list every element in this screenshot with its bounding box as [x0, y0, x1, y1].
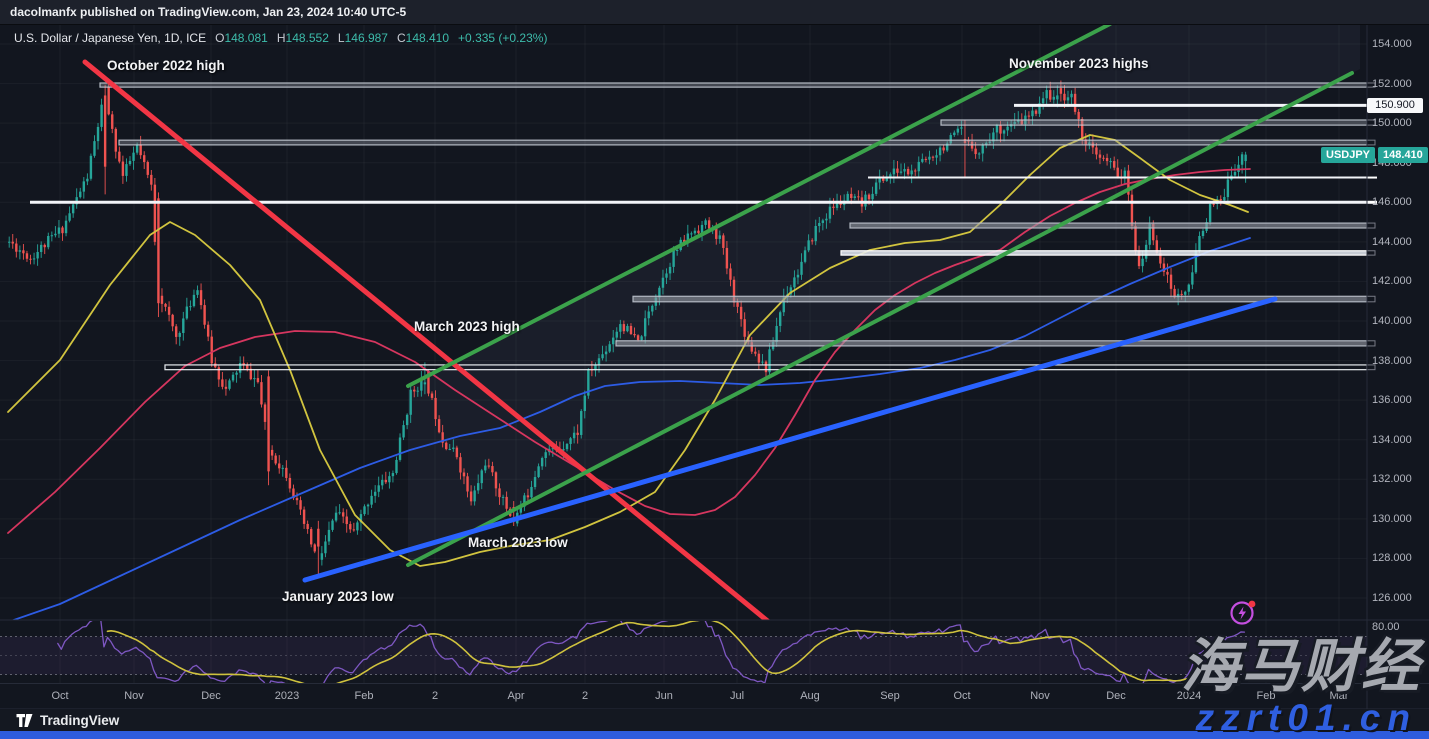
- price-axis-label: 142.000: [1372, 275, 1412, 288]
- close-label: C: [396, 31, 406, 45]
- time-axis-label: Feb: [354, 690, 374, 702]
- time-axis-label: Oct: [51, 690, 69, 702]
- rsi-axis-label-40: 40.00: [1372, 659, 1400, 671]
- low-label: L: [337, 31, 345, 45]
- tradingview-brand[interactable]: TradingView: [40, 712, 120, 728]
- annotation-march-2023-low: March 2023 low: [468, 535, 568, 550]
- price-axis-label: 128.000: [1372, 552, 1412, 565]
- price-axis-label: 126.000: [1372, 592, 1412, 604]
- price-axis-label: 152.000: [1372, 77, 1412, 90]
- open-label: O: [215, 31, 225, 45]
- time-axis-label: Mar: [1329, 690, 1349, 702]
- price-axis-label: 130.000: [1372, 512, 1412, 525]
- time-axis-label: 2023: [274, 690, 300, 702]
- open-value: 148.081: [224, 31, 268, 45]
- time-axis-label: Jul: [729, 690, 745, 702]
- watermark-line1: 海马财经: [1180, 634, 1421, 699]
- time-axis-label: Aug: [800, 690, 820, 702]
- time-axis-label: 2: [431, 690, 439, 702]
- time-axis-label: Feb: [1256, 690, 1276, 702]
- time-axis-label: Sep: [880, 690, 900, 702]
- price-axis-label: 150.000: [1372, 117, 1412, 130]
- close-value: 148.410: [405, 31, 450, 45]
- time-axis-label: Dec: [201, 690, 221, 702]
- time-axis-label: 2: [581, 690, 589, 702]
- annotation-january-2023-low: January 2023 low: [282, 589, 394, 604]
- symbol-header[interactable]: U.S. Dollar / Japanese Yen, 1D, ICE O148.…: [14, 31, 547, 45]
- symbol-chip: USDJPY: [1321, 146, 1376, 163]
- high-label: H: [276, 31, 286, 45]
- low-value: 146.987: [344, 31, 388, 45]
- price-axis-label: 138.000: [1372, 354, 1412, 367]
- time-axis-label: Oct: [953, 690, 971, 702]
- annotation-october-2022-high: October 2022 high: [107, 58, 225, 73]
- notification-dot: [1248, 600, 1256, 608]
- time-axis-label: 2024: [1176, 690, 1202, 702]
- symbol-title[interactable]: U.S. Dollar / Japanese Yen, 1D, ICE: [14, 31, 207, 45]
- bottom-accent-bar: [0, 731, 1429, 739]
- price-axis-label: 140.000: [1372, 315, 1412, 327]
- rsi-axis-label-80: 80.00: [1372, 621, 1400, 633]
- price-axis-label: 144.000: [1372, 235, 1412, 248]
- time-axis-label: Nov: [1030, 690, 1050, 702]
- price-axis-label: 146.000: [1372, 196, 1412, 209]
- high-value: 148.552: [285, 31, 329, 45]
- annotation-march-2023-high: March 2023 high: [414, 319, 520, 334]
- last-price-chip: 148.410: [1378, 146, 1428, 163]
- publish-bar: dacolmanfx published on TradingView.com,…: [0, 0, 1429, 25]
- time-axis-label: Apr: [507, 690, 525, 702]
- time-axis-label: Dec: [1106, 690, 1126, 702]
- time-axis-label: Jun: [655, 690, 673, 702]
- level-price-label: 150.900: [1367, 98, 1423, 114]
- price-axis-label: 132.000: [1372, 473, 1412, 486]
- price-axis-label: 136.000: [1372, 394, 1412, 407]
- price-axis-label: 134.000: [1372, 433, 1412, 446]
- tradingview-logo-icon[interactable]: [16, 713, 33, 728]
- time-axis-label: Nov: [124, 690, 144, 702]
- change-value: +0.335 (+0.23%): [458, 31, 548, 45]
- watermark-line2: zzrt01.cn: [1195, 697, 1417, 738]
- footer-bar: TradingView: [0, 709, 1429, 731]
- price-axis-label: 154.000: [1372, 38, 1412, 50]
- last-price-label-row: USDJPY 148.410: [1321, 146, 1428, 163]
- annotation-november-2023-highs: November 2023 highs: [1009, 56, 1149, 71]
- boost-icon[interactable]: [1228, 598, 1262, 628]
- lightning-icon: [1238, 606, 1246, 620]
